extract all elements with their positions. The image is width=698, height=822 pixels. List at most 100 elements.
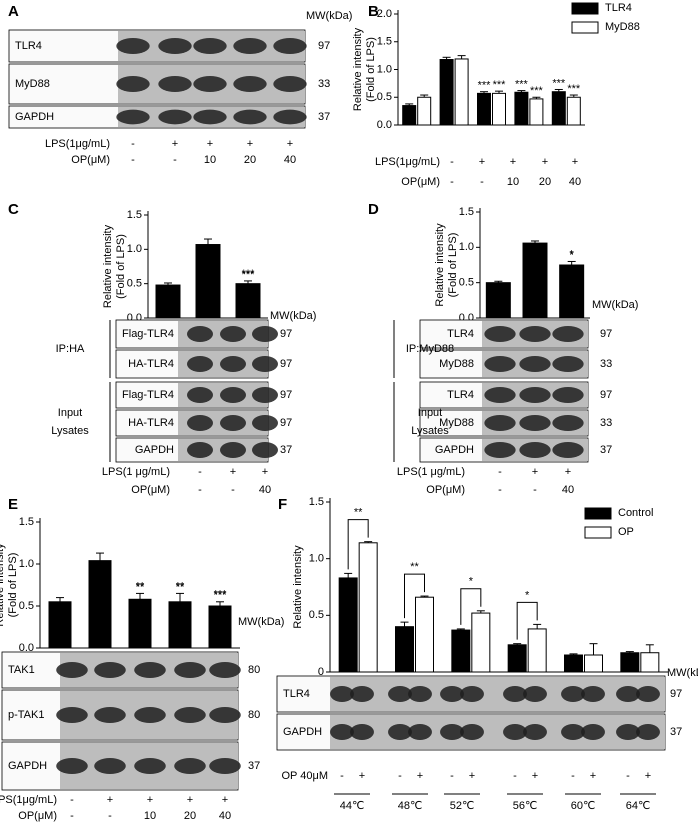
bar	[477, 92, 491, 126]
group-label: Input	[58, 407, 82, 419]
treatment-value: +	[222, 794, 228, 806]
significance: ***	[478, 80, 492, 92]
blot-band	[408, 724, 432, 740]
blot-band	[503, 686, 527, 702]
lane-group-label: 64℃	[626, 800, 651, 812]
treatment-value: 40	[219, 810, 231, 822]
group-label: Lysates	[411, 425, 449, 437]
treatment-value: +	[207, 138, 213, 150]
bracket	[460, 588, 482, 625]
blot-band	[519, 326, 551, 342]
treatment-value: -	[480, 176, 484, 188]
bar	[128, 598, 152, 649]
y-axis-label: (Fold of LPS)	[365, 37, 377, 102]
blot-band	[209, 758, 241, 774]
bar	[529, 98, 544, 126]
blot-band	[388, 724, 412, 740]
y-tick-label: 1.0	[309, 553, 324, 565]
blot-band	[187, 356, 213, 372]
blot-band	[56, 707, 88, 723]
mw-header: MW(kDa)	[592, 299, 638, 311]
mw-label: 80	[248, 709, 260, 721]
blot-label: Flag-TLR4	[122, 328, 174, 340]
bar	[195, 244, 221, 319]
bar	[514, 91, 529, 126]
blot-band	[209, 707, 241, 723]
treatment-value: -	[398, 770, 402, 782]
mw-label: 97	[670, 688, 682, 700]
blot-band	[233, 109, 267, 125]
blot-label: Flag-TLR4	[122, 389, 174, 401]
mw-label: 97	[600, 389, 612, 401]
bar	[566, 96, 581, 126]
blot-label: GAPDH	[15, 111, 54, 123]
treatment-value: -	[70, 794, 74, 806]
mw-label: 37	[600, 444, 612, 456]
blot-band	[158, 109, 192, 125]
y-tick-label: 1.5	[19, 516, 34, 528]
treatment-label: LPS(1μg/mL)	[375, 156, 440, 168]
blot-band	[523, 724, 547, 740]
blot-band	[252, 442, 278, 458]
blot-label: MyD88	[439, 358, 474, 370]
treatment-label: OP 40μM	[282, 770, 329, 782]
blot-band	[56, 662, 88, 678]
mw-label: 80	[248, 664, 260, 676]
bar	[402, 105, 417, 126]
blot-band	[220, 442, 246, 458]
blot-band	[552, 387, 584, 403]
treatment-value: 10	[204, 154, 216, 166]
treatment-value: +	[572, 156, 578, 168]
blot-band	[484, 442, 516, 458]
blot-band	[552, 356, 584, 372]
treatment-label: OP(μM)	[18, 810, 57, 822]
significance: ***	[242, 268, 256, 280]
legend-swatch	[584, 507, 612, 520]
blot-band	[408, 686, 432, 702]
treatment-label: OP(μM)	[131, 484, 170, 496]
blot-band	[134, 758, 166, 774]
legend-label: Control	[618, 507, 653, 519]
y-tick-label: 1.0	[19, 558, 34, 570]
blot-label: GAPDH	[435, 444, 474, 456]
blot-band	[252, 326, 278, 342]
y-tick-label: 0.5	[309, 609, 324, 621]
treatment-value: +	[417, 770, 423, 782]
blot-label: GAPDH	[8, 760, 47, 772]
bar	[451, 629, 471, 673]
blot-band	[174, 707, 206, 723]
lane-group-label: 48℃	[398, 800, 423, 812]
blot-label: p-TAK1	[8, 709, 44, 721]
treatment-value: +	[479, 156, 485, 168]
treatment-label: LPS(1 μg/mL)	[397, 466, 465, 478]
blot-band	[636, 724, 660, 740]
treatment-value: -	[70, 810, 74, 822]
bar	[551, 91, 566, 126]
blot-band	[440, 686, 464, 702]
treatment-value: +	[187, 794, 193, 806]
y-axis-label: Relative intensity	[292, 545, 304, 629]
blot-band	[252, 415, 278, 431]
bar	[471, 612, 491, 673]
blot-band	[174, 662, 206, 678]
treatment-value: 40	[562, 484, 574, 496]
blot-band	[193, 38, 227, 54]
blot-band	[187, 415, 213, 431]
significance: ***	[515, 78, 529, 90]
treatment-value: +	[532, 770, 538, 782]
group-label: IP:MyD88	[406, 343, 454, 355]
y-tick-label: 1.0	[127, 243, 142, 255]
mw-label: 33	[600, 358, 612, 370]
treatment-value: -	[513, 770, 517, 782]
mw-label: 97	[280, 358, 292, 370]
panel-letter: F	[278, 496, 287, 513]
blot-band	[94, 758, 126, 774]
blot-band	[519, 356, 551, 372]
mw-label: 97	[280, 417, 292, 429]
blot-band	[330, 724, 354, 740]
blot-band	[158, 38, 192, 54]
blot-band	[273, 76, 307, 92]
treatment-value: +	[359, 770, 365, 782]
y-tick-label: 0.5	[459, 277, 474, 289]
